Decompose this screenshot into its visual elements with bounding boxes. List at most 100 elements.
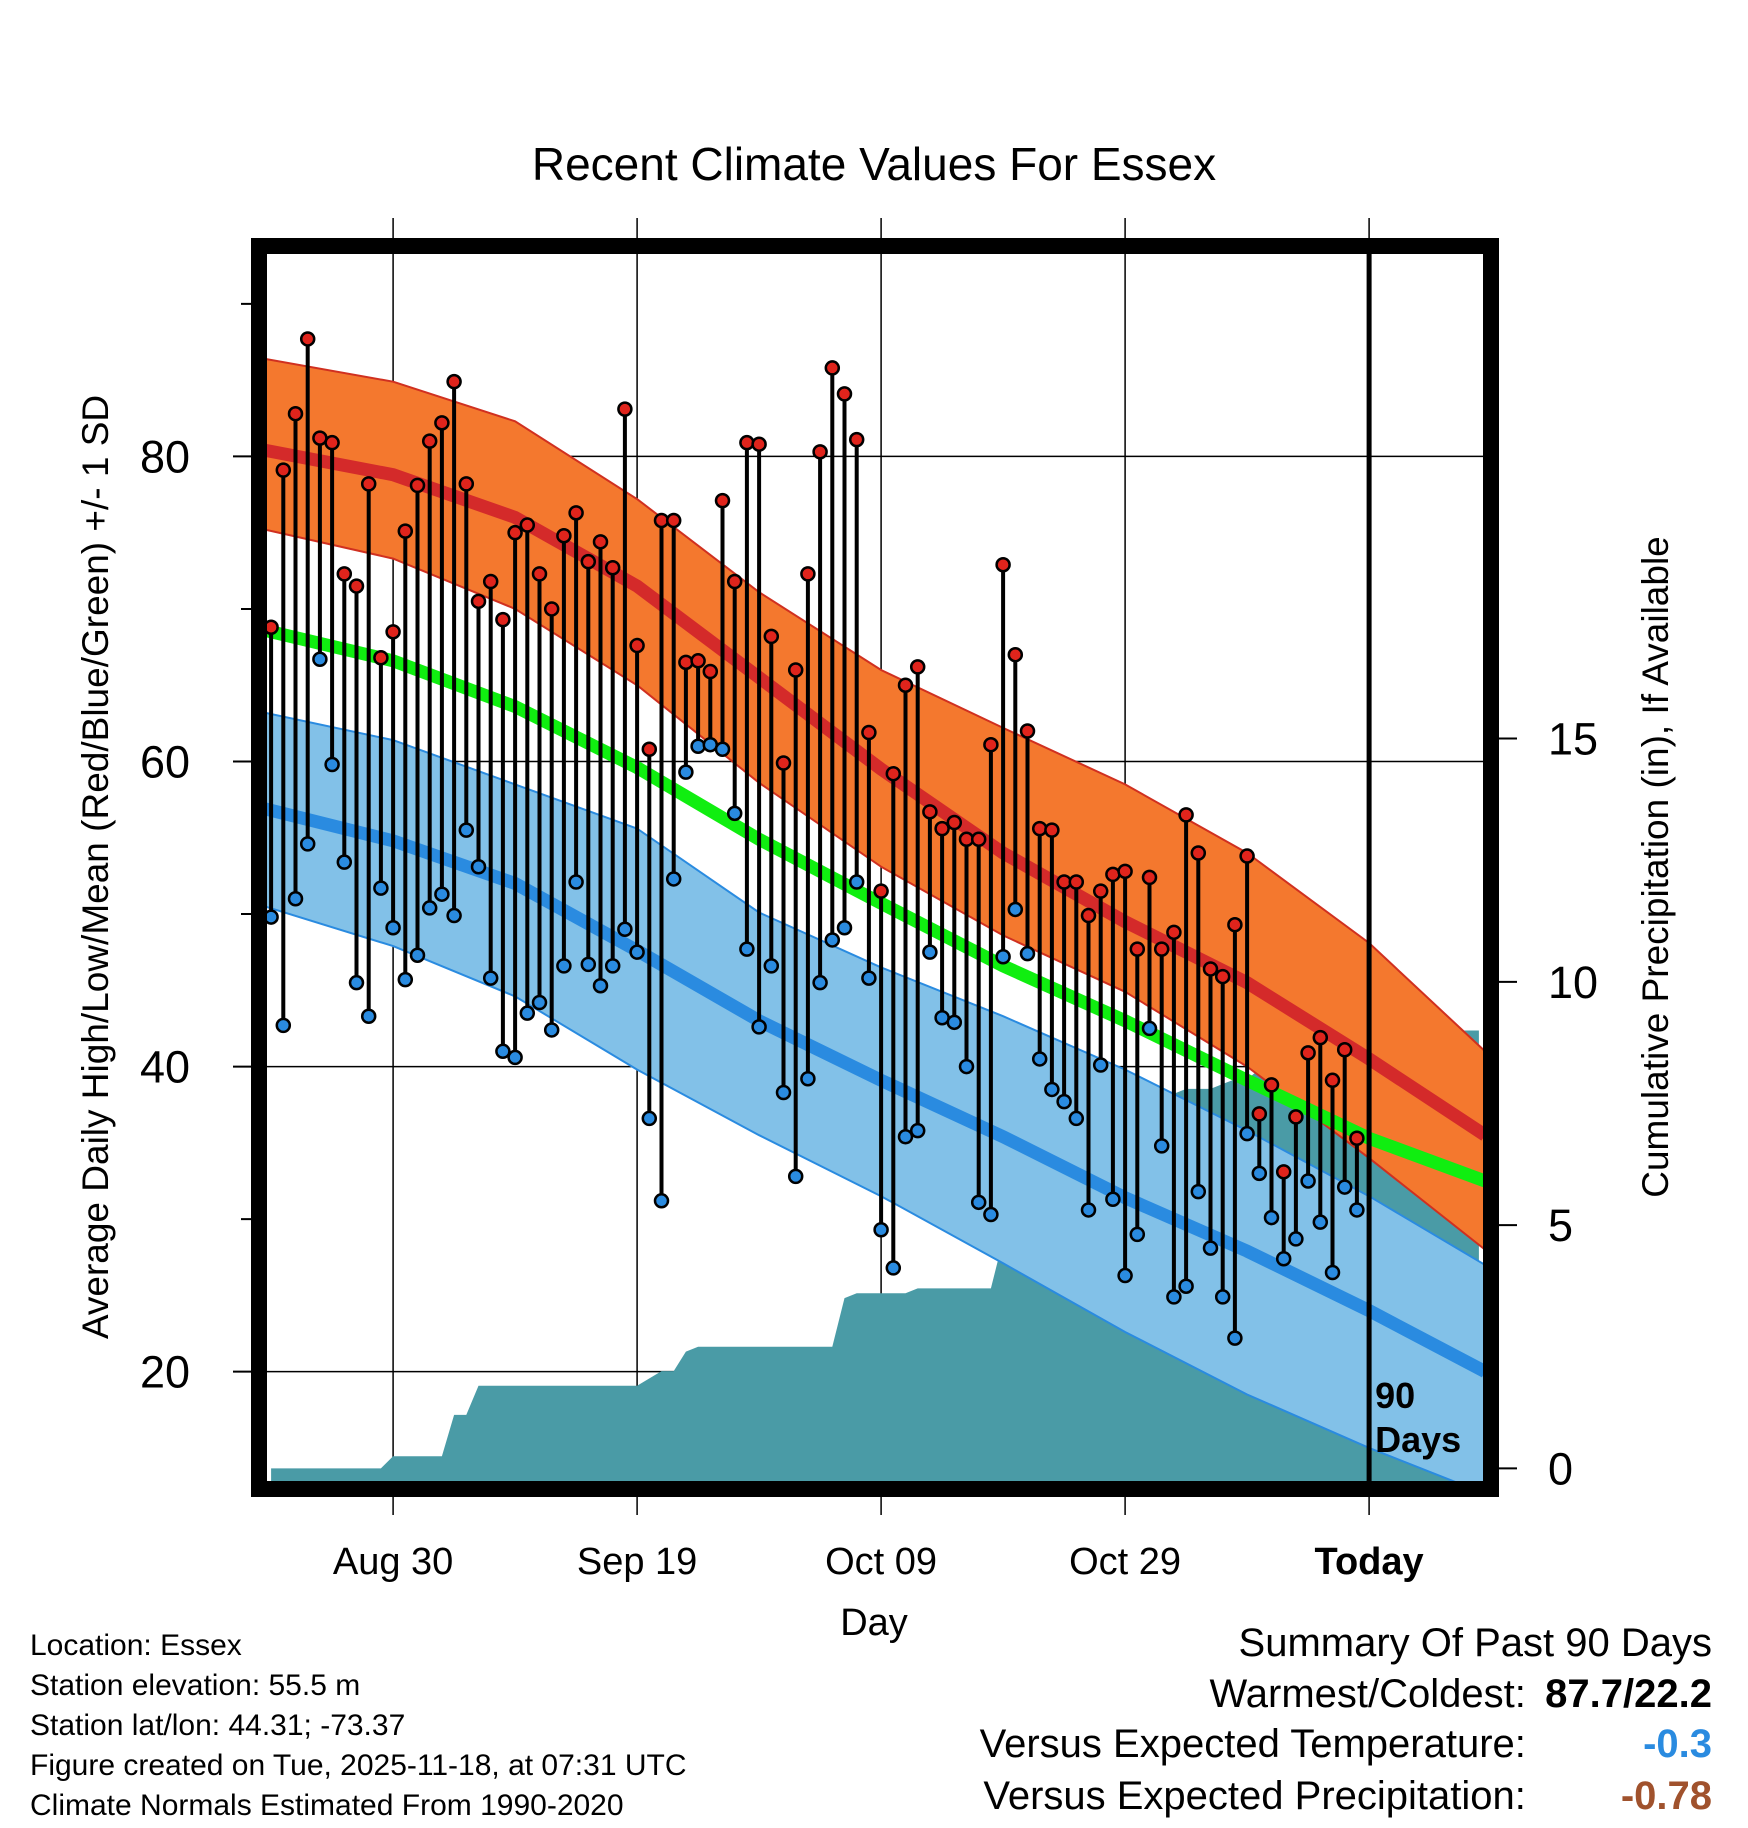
low-point-82 [1263,1209,1280,1226]
low-point-35 [690,738,706,754]
high-point-53 [909,659,926,675]
high-point-51 [885,765,902,782]
high-point-24 [556,527,572,544]
low-point-7 [348,974,365,991]
high-point-47 [836,386,853,402]
low-point-46 [824,932,841,948]
high-point-23 [543,601,560,617]
high-point-17 [470,593,487,610]
high-point-75 [1178,807,1194,823]
high-point-15 [446,373,462,390]
high-point-14 [434,415,450,431]
low-point-45 [812,974,828,991]
low-point-1 [275,1017,292,1034]
low-point-25 [568,874,584,890]
low-point-61 [1007,901,1024,918]
precipitation-label: Versus Expected Precipitation: [983,1774,1526,1818]
low-point-72 [1141,1020,1158,1037]
low-point-37 [714,741,731,758]
high-point-12 [409,477,426,494]
low-point-87 [1324,1264,1341,1281]
y-tick-label-1: 40 [140,1042,190,1093]
high-point-37 [714,492,731,509]
high-point-83 [1275,1164,1292,1180]
low-point-5 [324,756,340,773]
low-point-12 [409,947,426,963]
high-point-77 [1202,961,1219,977]
low-point-32 [653,1193,670,1209]
high-point-86 [1312,1029,1329,1046]
high-point-61 [1007,646,1024,663]
high-point-26 [580,553,597,570]
low-point-67 [1080,1202,1097,1218]
low-point-85 [1300,1173,1316,1189]
low-point-21 [519,1005,536,1021]
high-point-27 [592,534,609,550]
low-point-16 [458,822,475,838]
high-point-18 [482,573,499,590]
low-point-33 [665,871,682,887]
high-point-45 [812,444,828,460]
low-point-88 [1336,1179,1353,1195]
latlon-text: Station lat/lon: 44.31; -73.37 [30,1709,406,1742]
low-point-80 [1239,1125,1255,1142]
today-days-label-word: Days [1375,1419,1461,1460]
high-point-68 [1092,883,1109,899]
low-point-17 [470,858,487,875]
daily-observations [265,331,1365,1346]
low-point-22 [531,994,548,1011]
summary-warmest-coldest: Warmest/Coldest: 87.7/22.2 [1210,1672,1713,1717]
y2-tick-label-1: 5 [1548,1200,1573,1251]
low-point-30 [629,944,645,960]
low-point-71 [1129,1226,1146,1243]
low-point-0 [265,909,279,925]
low-point-58 [970,1194,987,1211]
location-text: Location: Essex [30,1629,242,1662]
low-point-69 [1105,1191,1121,1208]
low-point-42 [775,1084,792,1101]
high-point-89 [1349,1130,1365,1147]
high-point-81 [1251,1106,1268,1122]
high-point-50 [873,883,889,899]
high-point-80 [1239,848,1255,864]
high-point-59 [983,736,999,753]
high-point-66 [1068,874,1085,890]
high-point-79 [1227,916,1243,933]
high-point-48 [848,431,865,448]
normals-note-text: Climate Normals Estimated From 1990-2020 [30,1789,624,1822]
high-point-43 [787,662,804,678]
high-point-52 [897,677,914,693]
high-point-5 [324,434,340,451]
x-tick-label-2: Oct 09 [825,1541,937,1583]
low-point-2 [287,891,304,907]
low-point-83 [1275,1251,1292,1267]
x-tick-label-4: Today [1315,1541,1424,1583]
high-point-58 [970,831,987,848]
low-point-76 [1190,1183,1207,1200]
high-point-84 [1288,1109,1304,1125]
high-point-69 [1105,866,1121,883]
low-point-48 [848,874,865,890]
low-point-10 [385,920,401,936]
high-point-7 [348,578,365,594]
low-point-27 [592,977,609,994]
low-point-29 [617,921,633,938]
temperature-label: Versus Expected Temperature: [979,1722,1526,1766]
low-point-44 [800,1071,816,1087]
high-point-87 [1324,1072,1341,1089]
high-point-39 [739,434,755,451]
normal-bands [265,357,1485,1483]
high-point-74 [1166,924,1182,941]
low-point-11 [397,971,414,988]
x-tick-label-3: Oct 29 [1069,1541,1181,1583]
high-point-19 [495,611,511,628]
high-point-36 [702,663,719,680]
low-point-9 [373,880,389,896]
high-point-10 [385,624,401,640]
low-point-75 [1178,1278,1194,1294]
high-point-25 [568,505,584,521]
low-point-3 [299,836,316,852]
y-tick-label-0: 20 [140,1347,190,1398]
high-point-38 [726,573,743,590]
